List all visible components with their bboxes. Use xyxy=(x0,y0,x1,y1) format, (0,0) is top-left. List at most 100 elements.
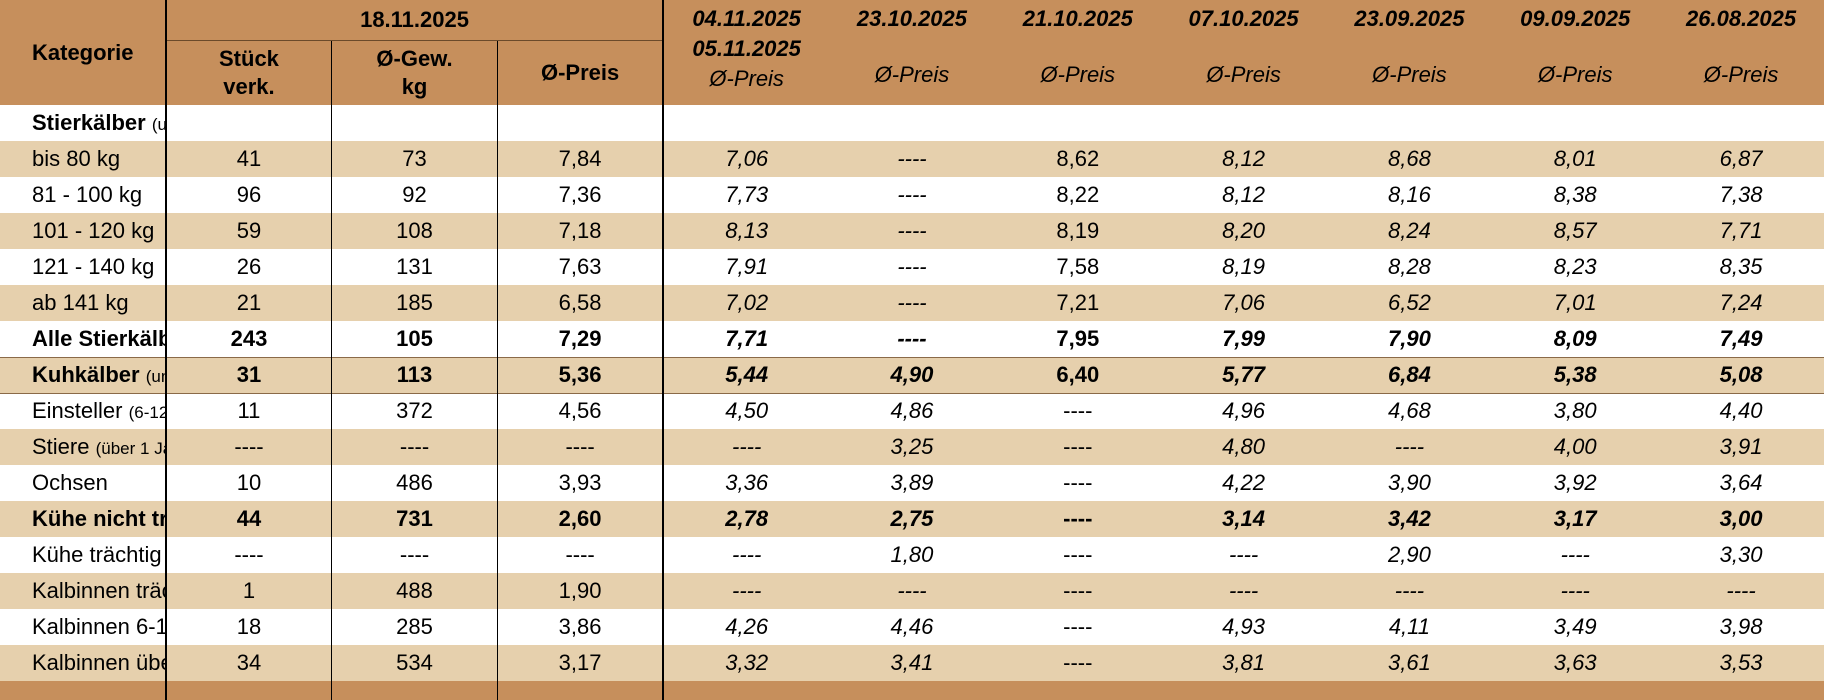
table-cell: 3,86 xyxy=(497,609,665,645)
past-label: Ø-Preis xyxy=(1040,62,1116,87)
current-date: 18.11.2025 xyxy=(165,0,665,41)
row-label-text: Einsteller xyxy=(32,398,123,424)
table-cell: 41 xyxy=(165,141,333,177)
table-header: Kategorie 18.11.2025 04.11.2025 05.11.2025… xyxy=(0,0,1824,105)
table-cell: ---- xyxy=(1063,614,1093,639)
table-cell: 1,80 xyxy=(890,542,934,567)
row-label-text: Kalbinnen über 12 Mo. xyxy=(32,650,164,675)
table-cell: 8,22 xyxy=(1056,182,1100,207)
row-label-text: 121 - 140 kg xyxy=(32,254,155,279)
table-cell xyxy=(497,105,665,141)
table-cell: 7,99 xyxy=(1222,325,1265,351)
table-cell: ---- xyxy=(1063,506,1093,531)
table-cell: 7,71 xyxy=(1719,218,1763,243)
table-cell: 3,92 xyxy=(1553,470,1597,495)
table-cell: 3,32 xyxy=(725,650,769,675)
table-row: Stierkälber (unter 6 Mo.) xyxy=(0,105,1824,141)
table-row: Kühe trächtig ---- ---- ---- ---- 1,80 ---- ---… xyxy=(0,537,1824,573)
table-cell: 4,86 xyxy=(890,398,934,424)
table-cell: 1,90 xyxy=(497,573,665,609)
table-cell: 7,73 xyxy=(725,182,769,207)
row-label-text: Kuhkälber xyxy=(32,362,140,387)
table-cell: 131 xyxy=(331,249,498,285)
table-cell: 185 xyxy=(331,285,498,321)
table-cell: 5,08 xyxy=(1719,362,1763,387)
table-footer xyxy=(0,681,1824,700)
table-cell: 8,12 xyxy=(1222,182,1265,207)
past-column-header: 07.10.2025 Ø-Preis xyxy=(1160,0,1327,105)
table-cell: 8,16 xyxy=(1387,182,1431,207)
table-row: ab 141 kg 21 185 6,58 7,02 ---- 7,21 7,06 6,52 7,… xyxy=(0,285,1824,321)
table-cell: ---- xyxy=(897,182,927,207)
table-cell: 21 xyxy=(165,285,333,321)
table-cell: 3,98 xyxy=(1719,614,1763,639)
row-label: 81 - 100 kg xyxy=(0,177,167,213)
table-cell: 6,84 xyxy=(1387,362,1431,387)
table-cell: ---- xyxy=(1063,542,1093,567)
table-cell: 4,40 xyxy=(1719,398,1763,424)
table-cell: 5,38 xyxy=(1553,362,1597,387)
past-column-header: 23.10.2025 Ø-Preis xyxy=(829,0,995,105)
row-label: Kuhkälber (unter 6 Mo.) xyxy=(0,357,167,393)
table-cell: 6,52 xyxy=(1387,290,1431,315)
row-label: Einsteller (6-12 Mo.) xyxy=(0,393,167,429)
table-cell: 6,58 xyxy=(497,285,665,321)
current-column-header: Ø-Gew. kg xyxy=(331,40,498,105)
table-cell: 7,91 xyxy=(725,254,769,279)
header-row: Kategorie 18.11.2025 04.11.2025 05.11.2025… xyxy=(0,0,1824,105)
table-cell: ---- xyxy=(1063,398,1093,424)
past-date: 04.11.2025 05.11.2025 xyxy=(692,6,801,61)
table-cell: 3,17 xyxy=(1553,506,1597,531)
row-label-text: Stiere xyxy=(32,434,90,459)
table-cell: 4,00 xyxy=(1553,434,1597,459)
past-label: Ø-Preis xyxy=(709,66,784,91)
row-label-note: (6-12 Mo.) xyxy=(128,403,166,423)
table-cell: ---- xyxy=(1560,542,1590,567)
table-cell: 3,00 xyxy=(1719,506,1763,531)
row-label: Kühe nicht trächtig xyxy=(0,501,167,537)
table-cell: 2,78 xyxy=(725,506,769,531)
table-cell: 7,90 xyxy=(1387,325,1431,351)
past-column-header: 26.08.2025 Ø-Preis xyxy=(1658,0,1824,105)
footer-cell xyxy=(995,681,1161,700)
table-cell: 3,91 xyxy=(1719,434,1763,459)
table-cell: 8,20 xyxy=(1222,218,1265,243)
table-body: Stierkälber (unter 6 Mo.)bis 80 kg41737,… xyxy=(0,105,1824,700)
table-cell: ---- xyxy=(497,537,665,573)
table-cell: 26 xyxy=(165,249,333,285)
past-column-header: 04.11.2025 05.11.2025 Ø-Preis xyxy=(663,0,830,105)
table-cell xyxy=(829,105,995,141)
table-cell: 3,81 xyxy=(1222,650,1265,675)
past-date: 23.10.2025 xyxy=(856,6,968,31)
past-label: Ø-Preis xyxy=(1703,62,1779,87)
table-cell: ---- xyxy=(897,290,927,315)
table-cell: 2,60 xyxy=(497,501,665,537)
table-cell: 34 xyxy=(165,645,333,681)
table-cell: ---- xyxy=(1394,434,1425,459)
table-cell: ---- xyxy=(331,537,498,573)
table-cell: 113 xyxy=(331,357,498,393)
table-cell: 8,38 xyxy=(1553,182,1597,207)
table-cell: 1 xyxy=(165,573,333,609)
table-cell: 7,06 xyxy=(1222,290,1265,315)
table-cell: 6,40 xyxy=(1056,362,1100,387)
past-column-header: 21.10.2025 Ø-Preis xyxy=(994,0,1161,105)
table-cell: ---- xyxy=(732,542,762,567)
table-cell xyxy=(331,105,498,141)
table-cell: 96 xyxy=(165,177,333,213)
table-cell: ---- xyxy=(897,325,927,351)
table-cell: 3,49 xyxy=(1553,614,1597,639)
table-row: 101 - 120 kg 59 108 7,18 8,13 ---- 8,19 8,20 8,2… xyxy=(0,213,1824,249)
table-cell: ---- xyxy=(1394,578,1425,603)
table-cell: ---- xyxy=(1063,650,1093,675)
table-cell: ---- xyxy=(1228,578,1259,603)
table-cell: 73 xyxy=(331,141,498,177)
table-cell xyxy=(1327,105,1493,141)
table-cell: 8,01 xyxy=(1553,146,1597,171)
footer-cell xyxy=(165,681,333,700)
table-cell: 7,02 xyxy=(725,290,769,315)
table-cell xyxy=(663,105,829,141)
table-cell: ---- xyxy=(1063,434,1093,459)
table-cell: 3,36 xyxy=(725,470,769,495)
footer-cell xyxy=(331,681,498,700)
